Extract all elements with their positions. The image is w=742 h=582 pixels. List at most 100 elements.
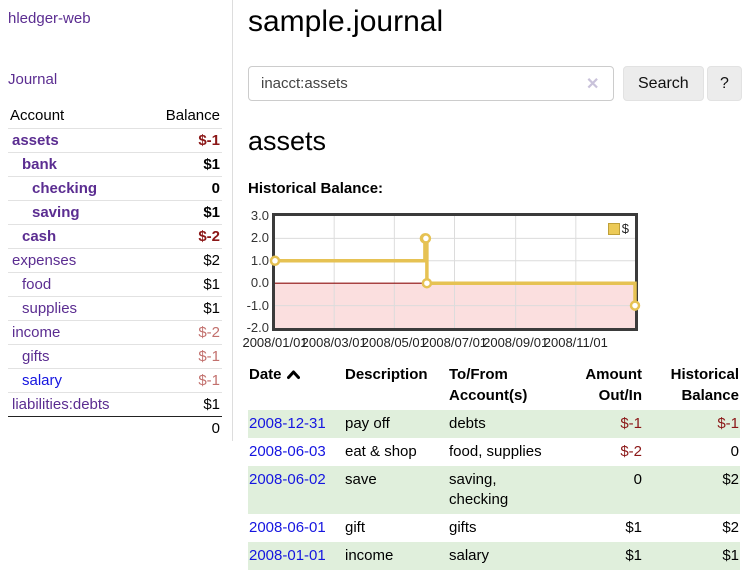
account-link[interactable]: expenses [12, 252, 77, 269]
transaction-amount: $-2 [620, 443, 642, 460]
account-balance: $1 [144, 296, 222, 321]
transaction-balance: $1 [643, 542, 740, 570]
transaction-amount: $1 [625, 519, 642, 536]
account-row: salary $-1 [8, 368, 222, 393]
account-balance: $-1 [144, 344, 222, 369]
transaction-row: 2008-12-31 pay off debts $-1 $-1 [248, 410, 740, 438]
balance-column-header: Historical Balance [670, 366, 739, 404]
account-row: expenses $2 [8, 248, 222, 273]
legend-swatch-icon [607, 222, 620, 235]
account-balance: $-2 [144, 224, 222, 249]
app-title: hledger-web [8, 10, 222, 27]
sidebar-item-journal[interactable]: Journal [8, 71, 58, 88]
historical-balance-chart: 3.0 2.0 1.0 0.0 -1.0 -2.0 $ 2008/01/01 2008/03… [242, 206, 740, 350]
account-link[interactable]: food [22, 276, 52, 293]
y-tick-label: 1.0 [250, 252, 269, 268]
account-row: cash $-2 [8, 224, 222, 249]
account-link[interactable]: assets [12, 132, 59, 149]
account-link[interactable]: income [12, 324, 61, 341]
transaction-description: gift [345, 519, 366, 536]
account-balance: $1 [144, 200, 222, 225]
transaction-accounts: salary [448, 542, 560, 570]
transaction-amount: 0 [560, 466, 643, 514]
account-balance: $1 [144, 152, 222, 177]
transaction-balance: $-1 [643, 410, 740, 438]
transaction-description: save [344, 466, 448, 514]
transaction-balance: $2 [643, 466, 740, 514]
search-input[interactable] [248, 66, 614, 101]
x-tick-label: 2008/09/01 [483, 335, 549, 350]
clear-search-icon[interactable]: ✕ [586, 76, 600, 93]
search-form: ✕ Search ? [248, 66, 742, 101]
y-tick-label: -2.0 [246, 320, 269, 335]
y-tick-label: 2.0 [250, 230, 269, 246]
account-column-header: Account [10, 107, 65, 124]
transaction-date-link[interactable]: 2008-12-31 [249, 415, 326, 432]
transaction-amount: $1 [560, 542, 643, 570]
account-row: checking 0 [8, 176, 222, 201]
y-tick-label: 0.0 [250, 275, 269, 291]
account-row: assets $-1 [8, 128, 222, 153]
transaction-accounts: saving, checking [448, 466, 560, 514]
chart-legend: $ [605, 220, 631, 237]
sort-ascending-icon [286, 370, 300, 379]
app-title-link[interactable]: hledger-web [8, 10, 91, 27]
account-balance: $1 [144, 392, 222, 417]
account-balance: 0 [144, 176, 222, 201]
description-column-header: Description [345, 366, 428, 383]
chart-canvas [269, 216, 641, 328]
transaction-date-link[interactable]: 2008-06-01 [249, 519, 326, 536]
account-link[interactable]: saving [32, 204, 80, 221]
account-balance: $2 [144, 248, 222, 273]
account-balance: $1 [144, 272, 222, 297]
balance-column-header: Balance [165, 107, 220, 124]
account-row: bank $1 [8, 152, 222, 177]
account-row: income $-2 [8, 320, 222, 345]
x-tick-label: 2008/07/01 [421, 335, 488, 350]
journal-nav: Journal [8, 71, 222, 88]
legend-label: $ [621, 221, 629, 236]
account-link[interactable]: liabilities:debts [12, 396, 110, 413]
chart-plot-area: $ [269, 213, 641, 331]
transaction-balance: $2 [722, 519, 739, 536]
transaction-row: 2008-06-03 eat & shop food, supplies $-2 0 [248, 438, 740, 466]
transaction-description: eat & shop [345, 443, 417, 460]
transaction-description: income [344, 542, 448, 570]
x-tick-label: 2008/11/01 [543, 335, 608, 350]
transaction-balance: 0 [730, 443, 739, 460]
account-heading: assets [248, 126, 327, 156]
account-row: liabilities:debts $1 [8, 392, 222, 417]
sidebar: hledger-web Journal Account Balance asse… [0, 0, 233, 441]
transaction-date-link[interactable]: 2008-01-01 [249, 547, 326, 564]
accounts-table-header: Account Balance [8, 105, 222, 129]
account-link[interactable]: salary [22, 372, 63, 389]
account-link[interactable]: gifts [22, 348, 50, 365]
account-row: gifts $-1 [8, 344, 222, 369]
search-button[interactable]: Search [623, 66, 704, 101]
account-link[interactable]: cash [22, 228, 57, 245]
account-link[interactable]: checking [32, 180, 98, 197]
transaction-amount: $-1 [560, 410, 643, 438]
date-column-header[interactable]: Date [248, 362, 344, 410]
transactions-table-header: Date Description To/From Account(s) Amou… [248, 362, 740, 410]
account-balance: $-1 [144, 368, 222, 393]
transaction-accounts: gifts [449, 519, 477, 536]
transaction-row: 2008-06-01 gift gifts $1 $2 [248, 514, 740, 542]
accounts-total-value: 0 [144, 416, 222, 440]
account-link[interactable]: supplies [22, 300, 78, 317]
x-tick-label: 2008/01/01 [242, 335, 308, 350]
accounts-column-header: To/From Account(s) [449, 366, 528, 404]
transaction-date-link[interactable]: 2008-06-02 [249, 471, 326, 488]
transaction-accounts: food, supplies [449, 443, 542, 460]
help-button[interactable]: ? [707, 66, 742, 101]
page-title: sample.journal [248, 5, 444, 38]
chart-title: Historical Balance: [248, 180, 384, 197]
main-content: sample.journal ✕ Search ? assets Histori… [242, 0, 742, 570]
transaction-date-link[interactable]: 2008-06-03 [249, 443, 326, 460]
y-tick-label: -1.0 [246, 297, 269, 313]
transaction-row: 2008-01-01 income salary $1 $1 [248, 542, 740, 570]
account-link[interactable]: bank [22, 156, 58, 173]
account-row: food $1 [8, 272, 222, 297]
x-tick-label: 2008/05/01 [361, 335, 427, 350]
y-tick-label: 3.0 [250, 208, 269, 223]
